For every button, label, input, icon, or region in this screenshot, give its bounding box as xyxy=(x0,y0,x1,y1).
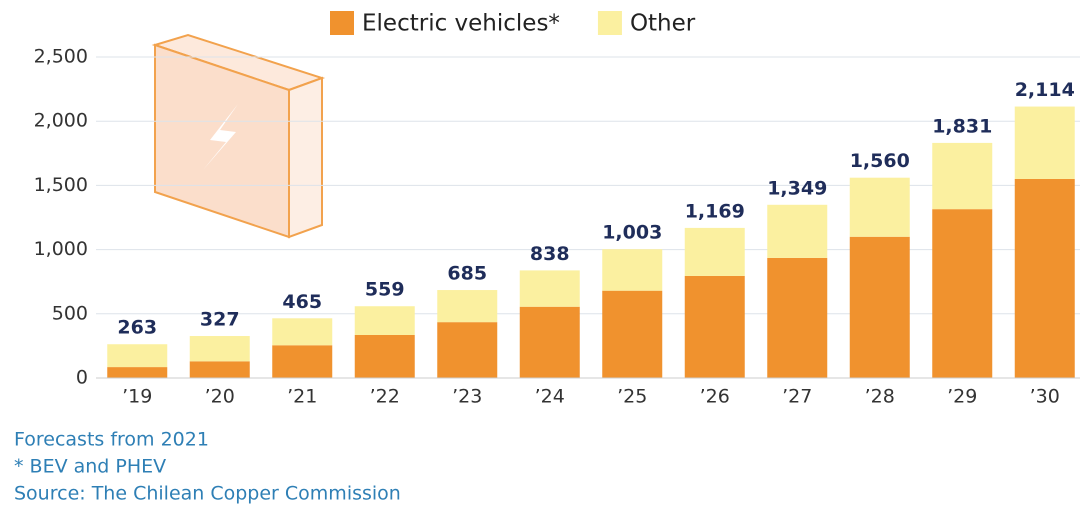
total-label: 838 xyxy=(530,243,570,265)
battery-icon xyxy=(155,35,322,237)
y-tick-label: 0 xyxy=(76,367,88,389)
bar-segment xyxy=(932,143,992,209)
bar-segment xyxy=(272,318,332,345)
y-tick-label: 1,000 xyxy=(34,238,88,260)
bar-segment xyxy=(850,178,910,237)
total-label: 327 xyxy=(200,309,240,331)
legend-swatch xyxy=(330,11,354,35)
total-label: 1,560 xyxy=(850,150,910,172)
x-tick-label: ’22 xyxy=(370,386,400,408)
x-tick-label: ’25 xyxy=(617,386,647,408)
x-tick-label: ’30 xyxy=(1030,386,1060,408)
bar-segment xyxy=(437,290,497,322)
bar-segment xyxy=(107,367,167,378)
bar-segment xyxy=(437,322,497,378)
bar-segment xyxy=(850,237,910,378)
x-tick-label: ’19 xyxy=(122,386,152,408)
bar-segment xyxy=(602,291,662,378)
x-tick-label: ’20 xyxy=(205,386,235,408)
bar-segment xyxy=(272,345,332,378)
bar-segment xyxy=(602,249,662,290)
footnote: Source: The Chilean Copper Commission xyxy=(14,483,401,505)
footnote: Forecasts from 2021 xyxy=(14,429,209,451)
x-tick-label: ’27 xyxy=(782,386,812,408)
bar-segment xyxy=(355,335,415,378)
bar-segment xyxy=(767,258,827,378)
total-label: 1,349 xyxy=(767,177,827,199)
bar-segment xyxy=(190,361,250,378)
bar-segment xyxy=(1015,179,1075,378)
y-tick-label: 500 xyxy=(52,302,88,324)
bar-segment xyxy=(685,228,745,276)
total-label: 685 xyxy=(447,263,487,285)
x-tick-label: ’29 xyxy=(947,386,977,408)
x-tick-label: ’24 xyxy=(535,386,565,408)
bar-segment xyxy=(932,209,992,378)
bar-segment xyxy=(355,306,415,335)
legend-swatch xyxy=(598,11,622,35)
x-tick-label: ’21 xyxy=(287,386,317,408)
y-tick-label: 2,000 xyxy=(34,110,88,132)
total-label: 263 xyxy=(117,317,157,339)
total-label: 2,114 xyxy=(1015,79,1075,101)
x-tick-label: ’23 xyxy=(452,386,482,408)
total-label: 465 xyxy=(282,291,322,313)
bar-segment xyxy=(520,307,580,378)
total-label: 1,003 xyxy=(602,222,662,244)
bar-segment xyxy=(767,205,827,258)
legend-label: Other xyxy=(630,11,696,37)
y-tick-label: 1,500 xyxy=(34,174,88,196)
total-label: 1,169 xyxy=(685,200,745,222)
y-tick-label: 2,500 xyxy=(34,46,88,68)
bar-segment xyxy=(190,336,250,361)
x-tick-label: ’26 xyxy=(700,386,730,408)
bar-segment xyxy=(1015,107,1075,179)
legend-label: Electric vehicles* xyxy=(362,11,560,37)
bar-segment xyxy=(685,276,745,378)
bar-segment xyxy=(520,270,580,306)
x-tick-label: ’28 xyxy=(865,386,895,408)
total-label: 559 xyxy=(365,279,405,301)
footnote: * BEV and PHEV xyxy=(14,456,166,478)
total-label: 1,831 xyxy=(932,115,992,137)
bar-segment xyxy=(107,344,167,367)
chart: 0 500 1,000 1,500 2,000 2,500 Electric vehicle… xyxy=(0,0,1080,511)
